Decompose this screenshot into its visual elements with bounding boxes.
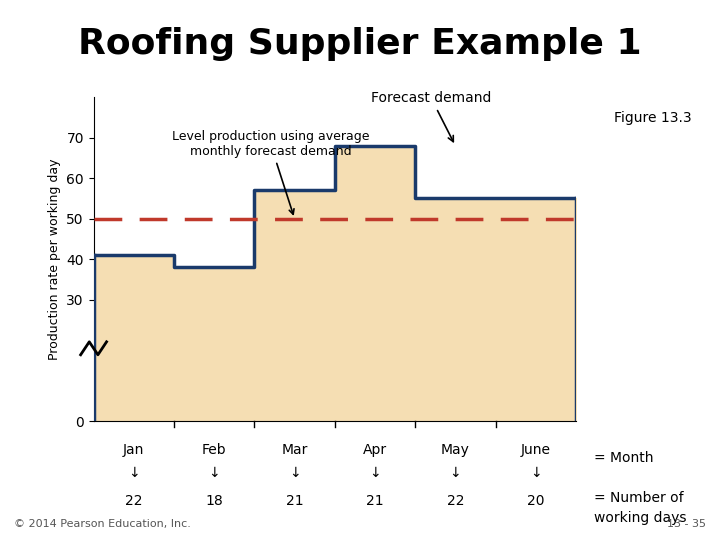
Text: Roofing Supplier Example 1: Roofing Supplier Example 1: [78, 27, 642, 61]
Text: 21: 21: [286, 494, 303, 508]
Text: ↓: ↓: [449, 466, 462, 480]
Text: 13 - 35: 13 - 35: [667, 519, 706, 529]
Text: Figure 13.3: Figure 13.3: [613, 111, 691, 125]
Text: June: June: [521, 443, 551, 457]
Text: Forecast demand: Forecast demand: [371, 91, 492, 141]
Text: ↓: ↓: [369, 466, 381, 480]
Text: © 2014 Pearson Education, Inc.: © 2014 Pearson Education, Inc.: [14, 519, 192, 529]
Text: 20: 20: [527, 494, 544, 508]
Text: = Number of
working days: = Number of working days: [594, 491, 686, 525]
Text: May: May: [441, 443, 470, 457]
Text: Mar: Mar: [282, 443, 307, 457]
Text: ↓: ↓: [289, 466, 300, 480]
Text: Jan: Jan: [123, 443, 145, 457]
Text: Apr: Apr: [363, 443, 387, 457]
Text: 18: 18: [205, 494, 223, 508]
Text: = Month: = Month: [594, 451, 654, 465]
Text: 21: 21: [366, 494, 384, 508]
Text: Feb: Feb: [202, 443, 227, 457]
Text: ↓: ↓: [128, 466, 140, 480]
Text: ↓: ↓: [530, 466, 541, 480]
Text: 22: 22: [446, 494, 464, 508]
Text: ↓: ↓: [208, 466, 220, 480]
Text: Level production using average
monthly forecast demand: Level production using average monthly f…: [172, 130, 369, 214]
Y-axis label: Production rate per working day: Production rate per working day: [48, 158, 60, 360]
Text: 22: 22: [125, 494, 143, 508]
